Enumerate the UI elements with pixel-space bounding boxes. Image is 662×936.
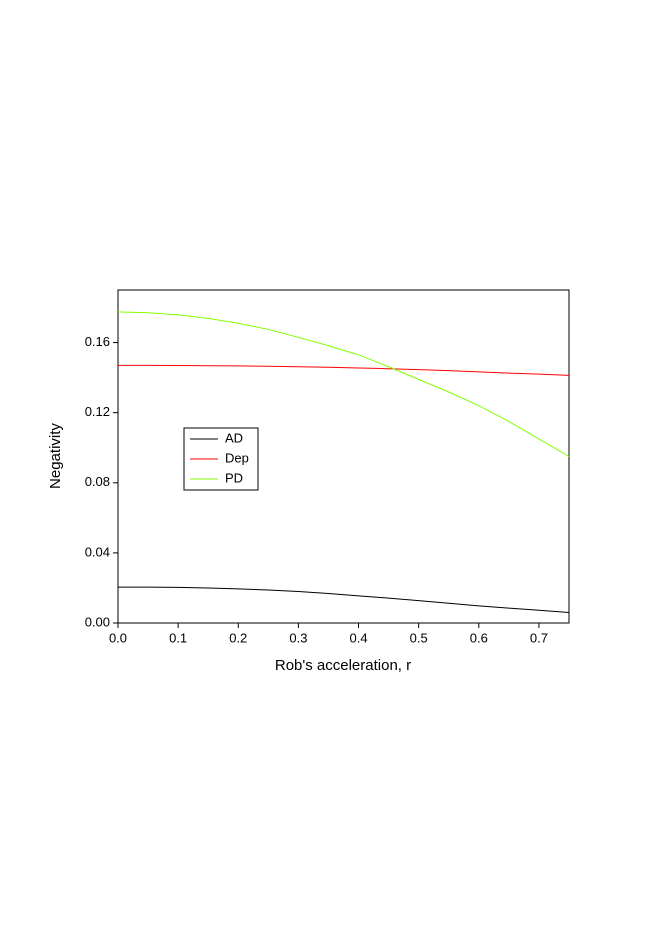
line-series [118,364,570,376]
x-tick-label: 0.7 [530,630,548,645]
legend-label: PD [225,470,243,485]
y-tick-label: 0.00 [85,614,110,629]
y-tick-label: 0.12 [85,404,110,419]
x-tick-label: 0.3 [289,630,307,645]
x-tick-label: 0.1 [169,630,187,645]
y-tick-label: 0.08 [85,474,110,489]
x-tick-label: 0.2 [229,630,247,645]
x-tick-label: 0.4 [349,630,367,645]
y-tick-label: 0.04 [85,544,110,559]
line-series [118,586,570,613]
x-tick-label: 0.6 [470,630,488,645]
legend-label: Dep [225,450,249,465]
x-axis-label: Rob's acceleration, r [275,657,411,674]
y-tick-label: 0.16 [85,334,110,349]
x-tick-label: 0.5 [410,630,428,645]
x-tick-label: 0.0 [109,630,127,645]
line-series [117,311,570,457]
y-axis-label: Negativity [47,423,64,489]
legend-label: AD [225,430,243,445]
